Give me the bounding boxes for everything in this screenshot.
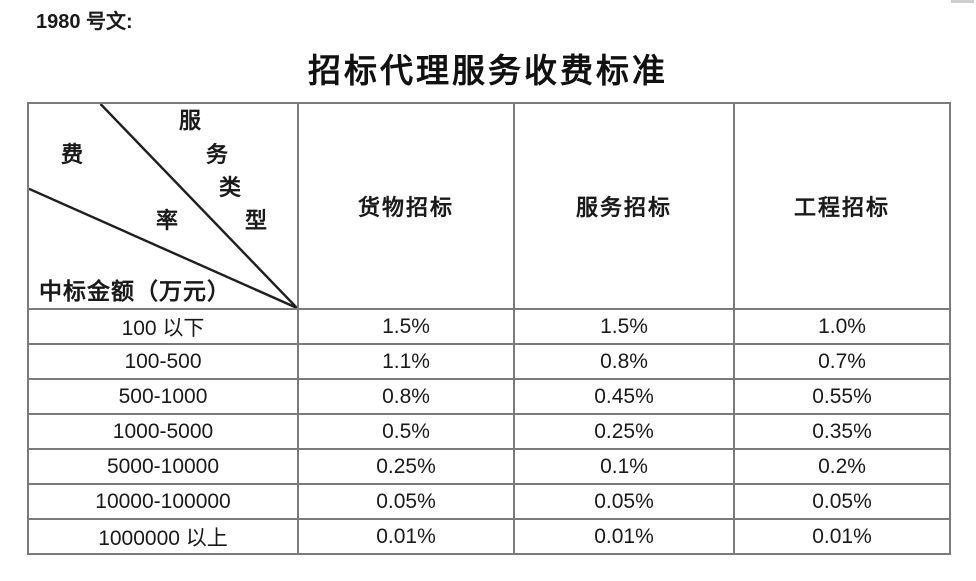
rate-cell-engineering: 1.0% xyxy=(733,308,951,345)
column-header-service: 服务招标 xyxy=(513,102,735,310)
rate-cell-service: 0.1% xyxy=(513,448,735,485)
table-row: 10000-100000 0.05% 0.05% 0.05% xyxy=(27,483,951,520)
page-title: 招标代理服务收费标准 xyxy=(308,54,668,90)
rate-cell-goods: 0.5% xyxy=(297,413,515,450)
table-row: 1000000 以上 0.01% 0.01% 0.01% xyxy=(27,518,951,555)
amount-cell: 100 以下 xyxy=(27,308,299,345)
rate-cell-service: 1.5% xyxy=(513,308,735,345)
rate-cell-engineering: 0.05% xyxy=(733,483,951,520)
rate-cell-service: 0.05% xyxy=(513,483,735,520)
amount-cell: 10000-100000 xyxy=(27,483,299,520)
column-header-goods: 货物招标 xyxy=(297,102,515,310)
corner-type-char-4: 型 xyxy=(245,208,268,233)
rate-cell-engineering: 0.55% xyxy=(733,378,951,415)
rate-cell-goods: 1.1% xyxy=(297,343,515,380)
table-row: 100 以下 1.5% 1.5% 1.0% xyxy=(27,308,951,345)
rate-cell-engineering: 0.7% xyxy=(733,343,951,380)
amount-cell: 1000000 以上 xyxy=(27,518,299,555)
fee-table: 服 务 类 型 费 率 中标金额（万元） 货物招标 服务招标 工程招标 100 … xyxy=(27,102,951,555)
rate-cell-engineering: 0.01% xyxy=(733,518,951,555)
table-header-row: 服 务 类 型 费 率 中标金额（万元） 货物招标 服务招标 工程招标 xyxy=(27,102,951,310)
amount-cell: 1000-5000 xyxy=(27,413,299,450)
amount-cell: 5000-10000 xyxy=(27,448,299,485)
corner-amount-label: 中标金额（万元） xyxy=(39,279,231,304)
rate-cell-engineering: 0.35% xyxy=(733,413,951,450)
corner-rate-char-1: 费 xyxy=(61,142,84,167)
rate-cell-goods: 0.01% xyxy=(297,518,515,555)
table-row: 5000-10000 0.25% 0.1% 0.2% xyxy=(27,448,951,485)
amount-cell: 100-500 xyxy=(27,343,299,380)
table-corner-cell: 服 务 类 型 费 率 中标金额（万元） xyxy=(27,102,299,310)
rate-cell-service: 0.45% xyxy=(513,378,735,415)
rate-cell-service: 0.8% xyxy=(513,343,735,380)
table-row: 500-1000 0.8% 0.45% 0.55% xyxy=(27,378,951,415)
corner-type-char-2: 务 xyxy=(206,142,229,167)
amount-cell: 500-1000 xyxy=(27,378,299,415)
table-row: 1000-5000 0.5% 0.25% 0.35% xyxy=(27,413,951,450)
scrollbar-remnant xyxy=(951,0,974,3)
rate-cell-goods: 0.05% xyxy=(297,483,515,520)
diagonal-divider-lines xyxy=(30,105,296,307)
corner-rate-char-2: 率 xyxy=(156,208,179,233)
corner-type-char-3: 类 xyxy=(219,175,242,200)
column-header-engineering: 工程招标 xyxy=(733,102,951,310)
rate-cell-engineering: 0.2% xyxy=(733,448,951,485)
rate-cell-goods: 0.8% xyxy=(297,378,515,415)
table-row: 100-500 1.1% 0.8% 0.7% xyxy=(27,343,951,380)
corner-type-char-1: 服 xyxy=(179,108,202,133)
rate-cell-service: 0.25% xyxy=(513,413,735,450)
rate-cell-goods: 0.25% xyxy=(297,448,515,485)
rate-cell-goods: 1.5% xyxy=(297,308,515,345)
rate-cell-service: 0.01% xyxy=(513,518,735,555)
doc-ref-label: 1980 号文: xyxy=(36,11,133,33)
